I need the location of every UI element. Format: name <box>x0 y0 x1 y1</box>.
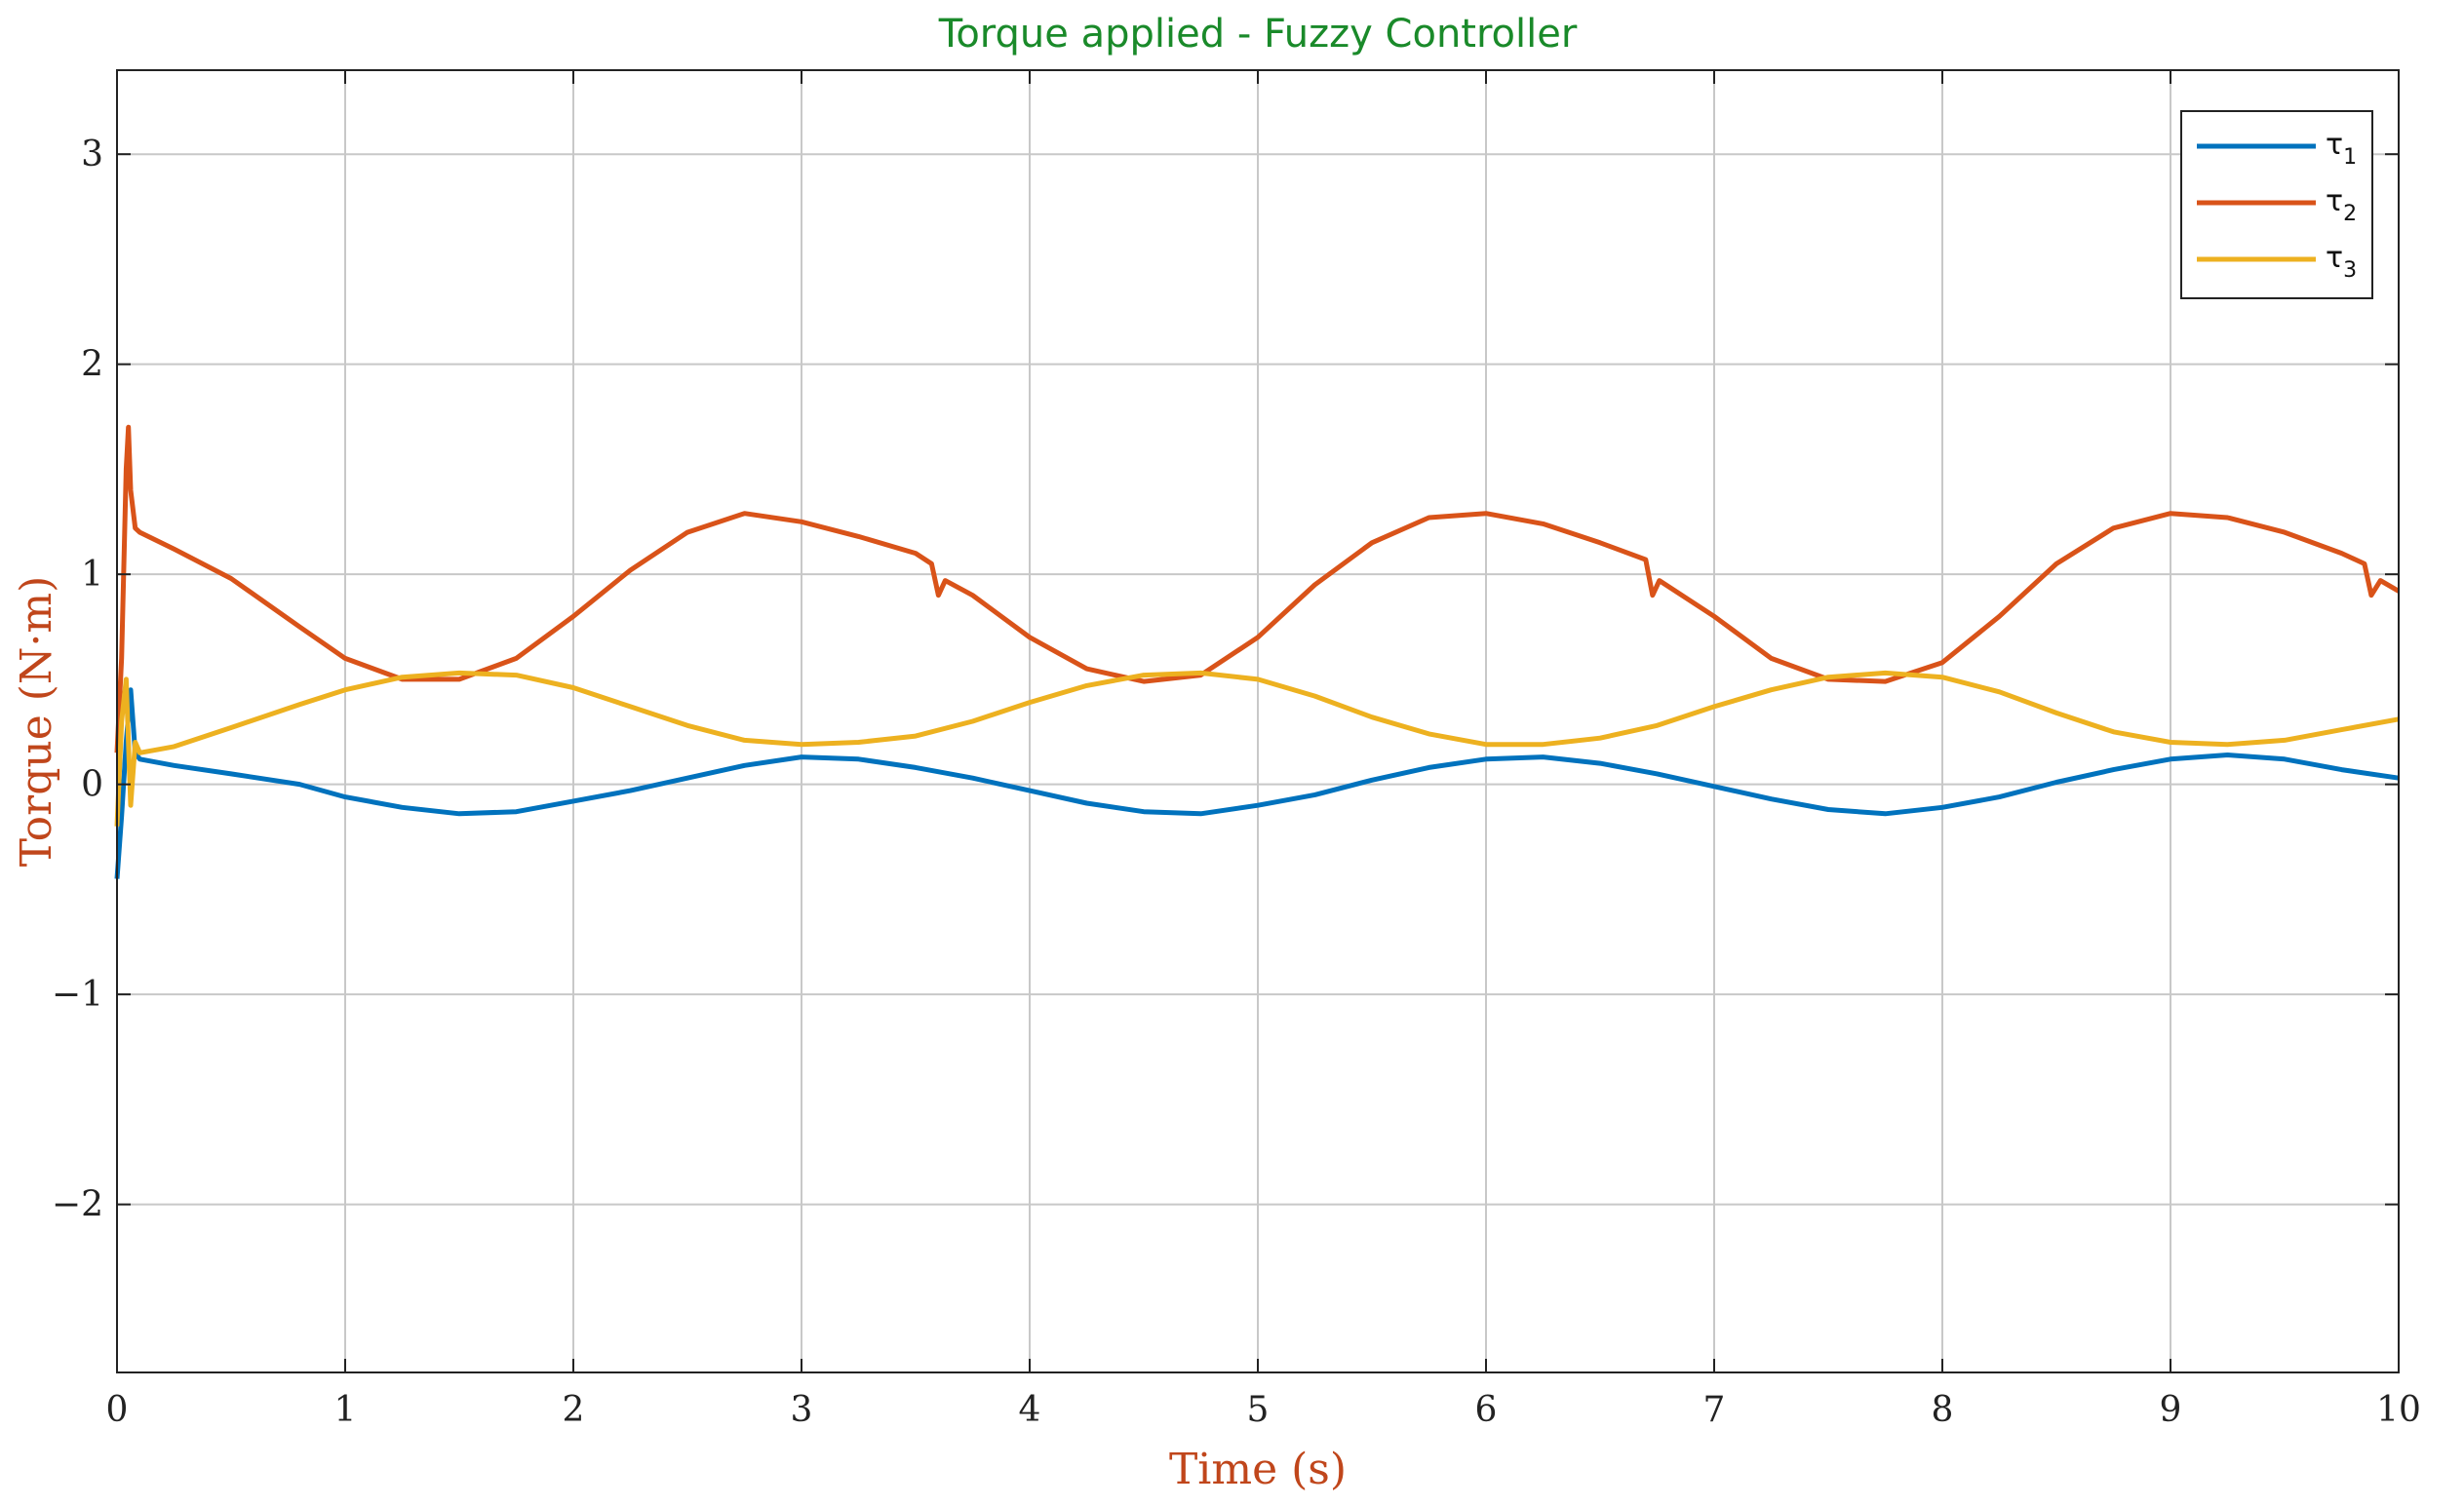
x-axis-label: Time (s) <box>1169 1445 1347 1494</box>
x-tick-label: 1 <box>334 1390 357 1430</box>
series-line-tau2 <box>114 424 2401 753</box>
x-tick-label: 0 <box>106 1390 129 1430</box>
y-tick-label: 0 <box>81 765 103 805</box>
legend-label-tau2: τ2 <box>2326 184 2357 226</box>
x-tick-label: 7 <box>1703 1390 1726 1430</box>
chart-title: Torque applied - Fuzzy Controller <box>938 12 1578 57</box>
legend-label-tau3: τ3 <box>2326 241 2357 283</box>
legend-label-tau1: τ1 <box>2326 128 2357 170</box>
y-tick-label: 2 <box>81 345 103 385</box>
y-tick-label: 1 <box>81 555 103 595</box>
x-tick-labels: 0 1 2 3 4 5 6 7 8 9 10 <box>106 1390 2421 1430</box>
y-tick-labels: −2 −1 0 1 2 3 <box>52 135 103 1224</box>
x-tick-label: 5 <box>1247 1390 1270 1430</box>
y-tick-label: −1 <box>52 975 103 1015</box>
x-tick-label: 9 <box>2160 1390 2182 1430</box>
series-lines <box>114 424 2401 879</box>
x-tick-label: 2 <box>563 1390 585 1430</box>
x-tick-label: 4 <box>1019 1390 1041 1430</box>
y-tick-label: 3 <box>81 135 103 174</box>
x-tick-label: 8 <box>1932 1390 1954 1430</box>
x-tick-label: 10 <box>2376 1390 2421 1430</box>
grid-lines <box>116 70 2400 1372</box>
series-line-tau1 <box>114 687 2400 879</box>
tick-marks <box>116 70 2400 1372</box>
y-axis-label: Torque (N·m) <box>12 576 61 868</box>
series-line-tau3 <box>114 670 2400 827</box>
x-tick-label: 6 <box>1475 1390 1498 1430</box>
legend: τ1 τ2 τ3 <box>2180 110 2373 299</box>
x-tick-label: 3 <box>791 1390 813 1430</box>
y-tick-label: −2 <box>52 1185 103 1225</box>
